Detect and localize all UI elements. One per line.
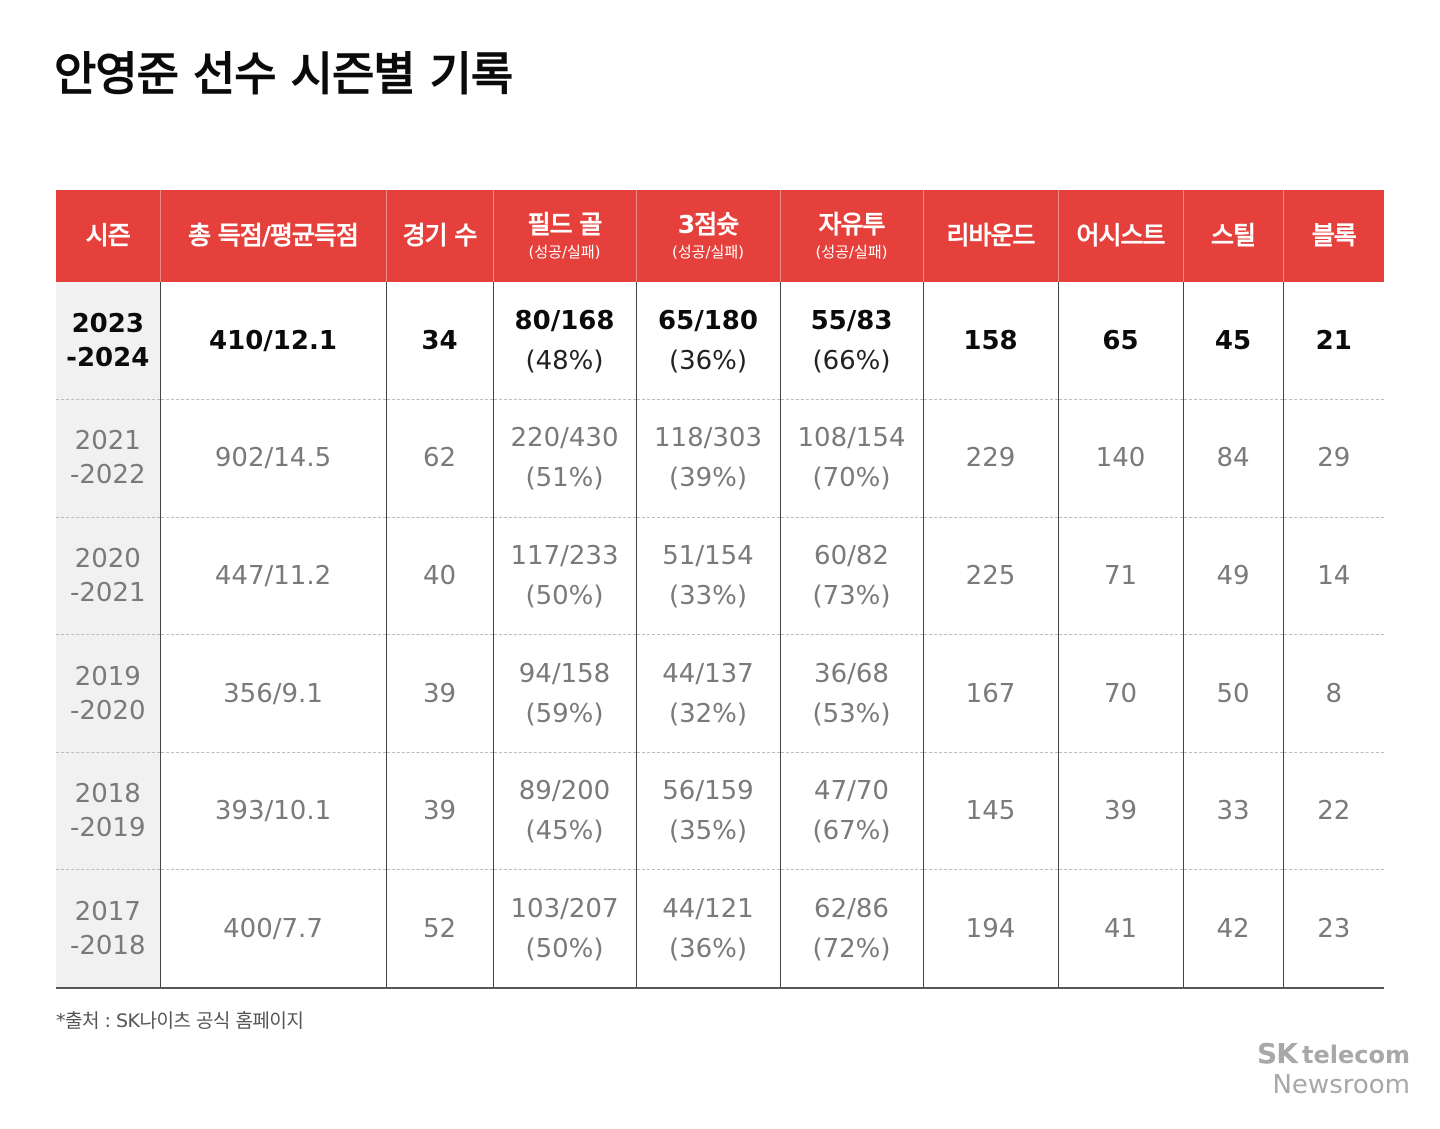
points-cell: 447/11.2 [159,517,386,636]
free-throw-cell: 62/86 (72%) [779,869,923,989]
rebounds-cell: 145 [922,752,1058,871]
free-throw-cell: 60/82 (73%) [779,517,923,636]
points-cell: 393/10.1 [159,752,386,871]
page-title: 안영준 선수 시즌별 기록 [54,47,513,101]
field-goal-cell: 103/207 (50%) [492,869,636,989]
free-throw-cell: 47/70 (67%) [779,752,923,871]
table-row: 2017 -2018 400/7.7 52 103/207 (50%) 44/121… [56,869,1384,989]
season-stats-table: 시즌 총 득점/평균득점 경기 수 필드 골 (성공/실패) 3점슛 (성공/실패)… [56,190,1384,989]
brand-newsroom: Newsroom [1272,1070,1410,1100]
brand-logo: SK telecom Newsroom [1257,1037,1410,1100]
header-free-throw: 자유투 (성공/실패) [779,190,923,282]
points-cell: 400/7.7 [159,869,386,989]
header-three-point: 3점슛 (성공/실패) [635,190,780,282]
steals-cell: 84 [1182,399,1283,518]
games-cell: 34 [385,282,493,401]
header-row: 시즌 총 득점/평균득점 경기 수 필드 골 (성공/실패) 3점슛 (성공/실패)… [56,190,1384,282]
free-throw-cell: 55/83 (66%) [779,282,923,401]
rebounds-cell: 229 [922,399,1058,518]
season-cell: 2020 -2021 [56,517,160,636]
three-point-cell: 51/154 (33%) [635,517,780,636]
header-season: 시즌 [56,190,160,282]
season-cell: 2019 -2020 [56,634,160,753]
brand-sk: SK [1257,1037,1298,1070]
steals-cell: 33 [1182,752,1283,871]
three-point-cell: 44/137 (32%) [635,634,780,753]
table-row: 2020 -2021 447/11.2 40 117/233 (50%) 51/15… [56,517,1384,636]
games-cell: 62 [385,399,493,518]
header-points: 총 득점/평균득점 [159,190,386,282]
table-row: 2023 -2024 410/12.1 34 80/168 (48%) 65/180… [56,282,1384,401]
field-goal-cell: 117/233 (50%) [492,517,636,636]
field-goal-cell: 94/158 (59%) [492,634,636,753]
games-cell: 52 [385,869,493,989]
season-cell: 2021 -2022 [56,399,160,518]
blocks-cell: 22 [1282,752,1384,871]
rebounds-cell: 167 [922,634,1058,753]
header-rebounds: 리바운드 [922,190,1058,282]
steals-cell: 50 [1182,634,1283,753]
points-cell: 902/14.5 [159,399,386,518]
assists-cell: 71 [1057,517,1183,636]
rebounds-cell: 225 [922,517,1058,636]
brand-telecom: telecom [1302,1041,1410,1069]
points-cell: 356/9.1 [159,634,386,753]
header-blocks: 블록 [1282,190,1384,282]
blocks-cell: 23 [1282,869,1384,989]
games-cell: 39 [385,634,493,753]
header-games: 경기 수 [385,190,493,282]
header-steals: 스틸 [1182,190,1283,282]
blocks-cell: 14 [1282,517,1384,636]
three-point-cell: 56/159 (35%) [635,752,780,871]
three-point-cell: 65/180 (36%) [635,282,780,401]
season-cell: 2023 -2024 [56,282,160,401]
rebounds-cell: 194 [922,869,1058,989]
field-goal-cell: 220/430 (51%) [492,399,636,518]
header-field-goal: 필드 골 (성공/실패) [492,190,636,282]
assists-cell: 140 [1057,399,1183,518]
season-cell: 2017 -2018 [56,869,160,989]
table-row: 2019 -2020 356/9.1 39 94/158 (59%) 44/137(… [56,634,1384,753]
assists-cell: 70 [1057,634,1183,753]
source-note: *출처 : SK나이츠 공식 홈페이지 [56,1010,304,1032]
three-point-cell: 118/303 (39%) [635,399,780,518]
games-cell: 40 [385,517,493,636]
field-goal-cell: 89/200 (45%) [492,752,636,871]
assists-cell: 65 [1057,282,1183,401]
points-cell: 410/12.1 [159,282,386,401]
table-row: 2021 -2022 902/14.5 62 220/430 (51%) 118/3… [56,399,1384,518]
blocks-cell: 8 [1282,634,1384,753]
free-throw-cell: 108/154 (70%) [779,399,923,518]
steals-cell: 45 [1182,282,1283,401]
rebounds-cell: 158 [922,282,1058,401]
blocks-cell: 29 [1282,399,1384,518]
season-cell: 2018 -2019 [56,752,160,871]
assists-cell: 39 [1057,752,1183,871]
steals-cell: 49 [1182,517,1283,636]
three-point-cell: 44/121 (36%) [635,869,780,989]
steals-cell: 42 [1182,869,1283,989]
header-assists: 어시스트 [1057,190,1183,282]
table-row: 2018 -2019 393/10.1 39 89/200 (45%) 56/159… [56,752,1384,871]
field-goal-cell: 80/168 (48%) [492,282,636,401]
games-cell: 39 [385,752,493,871]
blocks-cell: 21 [1282,282,1384,401]
free-throw-cell: 36/68 (53%) [779,634,923,753]
assists-cell: 41 [1057,869,1183,989]
